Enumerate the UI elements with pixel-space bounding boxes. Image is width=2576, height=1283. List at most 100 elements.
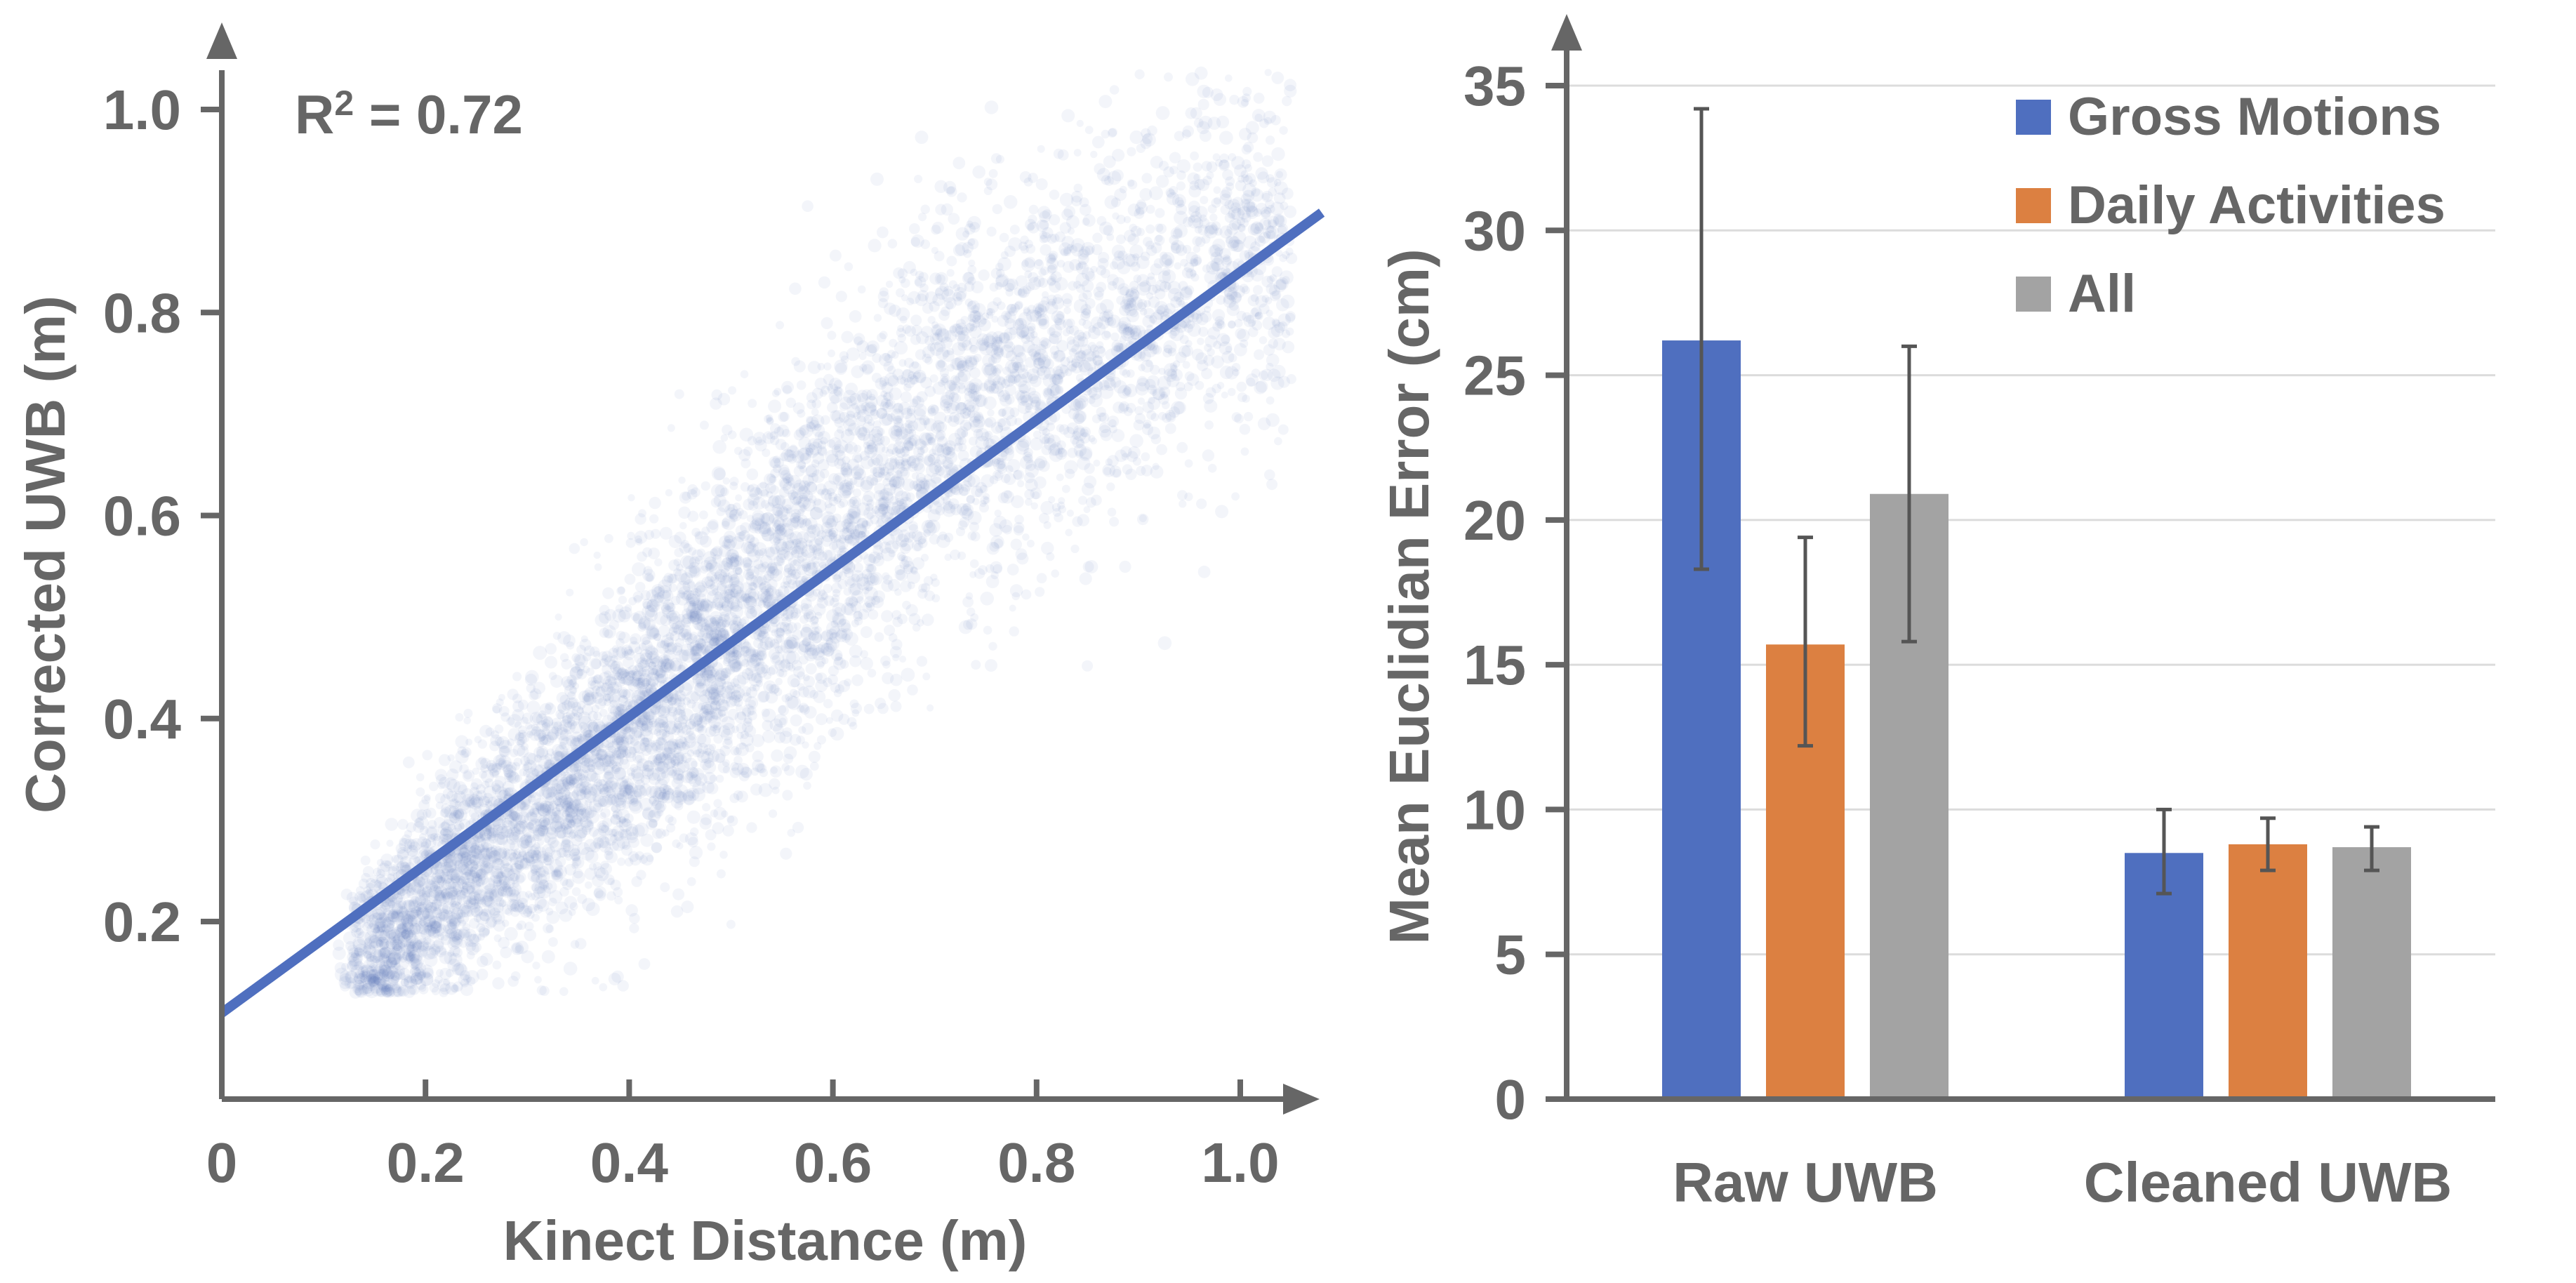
scatter-point xyxy=(811,408,819,416)
scatter-point xyxy=(635,851,644,860)
scatter-point xyxy=(845,480,855,490)
scatter-point xyxy=(366,882,375,891)
scatter-point xyxy=(860,476,875,490)
scatter-point xyxy=(449,812,460,824)
scatter-point xyxy=(1073,351,1087,364)
scatter-point xyxy=(1016,552,1029,565)
scatter-point xyxy=(1192,236,1202,246)
scatter-point xyxy=(1110,261,1118,270)
scatter-point xyxy=(1023,472,1035,484)
scatter-point xyxy=(580,760,590,769)
scatter-point xyxy=(802,722,814,735)
scatter-point xyxy=(847,404,861,418)
scatter-point xyxy=(806,464,820,478)
scatter-point xyxy=(1195,237,1206,247)
scatter-point xyxy=(916,480,930,494)
scatter-point xyxy=(1255,167,1268,180)
scatter-point xyxy=(1233,285,1245,298)
scatter-point xyxy=(1038,268,1047,277)
scatter-point xyxy=(1174,211,1188,225)
scatter-point xyxy=(828,350,835,357)
scatter-point xyxy=(732,645,743,655)
scatter-point xyxy=(774,427,785,437)
scatter-point xyxy=(644,572,653,582)
scatter-point xyxy=(1119,560,1131,573)
scatter-point xyxy=(847,578,855,586)
scatter-point xyxy=(553,809,564,820)
scatter-point xyxy=(646,624,659,637)
scatter-point xyxy=(703,551,717,564)
scatter-point xyxy=(780,847,792,860)
scatter-point xyxy=(957,382,965,390)
scatter-point xyxy=(970,613,979,622)
scatter-point xyxy=(870,514,879,525)
scatter-point xyxy=(1040,338,1051,349)
scatter-point xyxy=(746,514,755,522)
scatter-point xyxy=(1084,126,1094,135)
scatter-point xyxy=(642,668,651,677)
scatter-point xyxy=(1190,211,1202,223)
scatter-point xyxy=(498,759,506,768)
scatter-point xyxy=(854,454,863,463)
scatter-point xyxy=(1226,290,1238,301)
scatter-point xyxy=(442,788,454,799)
scatter-point xyxy=(1061,293,1073,305)
scatter-point xyxy=(1023,308,1031,317)
scatter-point xyxy=(638,509,646,518)
scatter-point xyxy=(585,809,600,824)
scatter-point xyxy=(492,824,504,836)
scatter-point xyxy=(681,724,692,735)
scatter-point xyxy=(578,769,589,780)
scatter-point xyxy=(1143,422,1151,430)
scatter-point xyxy=(1026,223,1035,232)
scatter-point xyxy=(544,703,557,715)
scatter-point xyxy=(1008,307,1018,317)
scatter-point xyxy=(555,803,564,812)
scatter-point xyxy=(746,468,759,481)
scatter-point xyxy=(595,685,608,698)
scatter-point xyxy=(696,599,710,612)
scatter-point xyxy=(1038,460,1050,472)
scatter-point xyxy=(1154,234,1165,246)
scatter-point xyxy=(684,757,698,771)
scatter-point xyxy=(463,858,472,867)
scatter-point xyxy=(866,439,876,450)
scatter-point xyxy=(1040,366,1047,373)
scatter-point xyxy=(1136,378,1150,392)
scatter-point xyxy=(773,556,784,566)
scatter-point xyxy=(678,682,693,696)
scatter-point xyxy=(1129,434,1143,448)
scatter-point xyxy=(426,918,437,929)
scatter-point xyxy=(860,650,868,658)
scatter-point xyxy=(491,819,500,827)
scatter-point xyxy=(483,895,495,907)
scatter-point xyxy=(1183,323,1194,333)
scatter-point xyxy=(888,689,901,702)
scatter-point xyxy=(1146,292,1154,300)
scatter-point xyxy=(837,618,851,632)
scatter-point xyxy=(1069,245,1077,253)
scatter-point xyxy=(764,570,775,581)
scatter-point xyxy=(682,608,693,619)
scatter-point xyxy=(889,304,901,317)
scatter-point xyxy=(898,529,911,543)
scatter-point xyxy=(581,757,591,767)
scatter-point xyxy=(1182,125,1195,138)
scatter-point xyxy=(1242,93,1251,102)
scatter-point xyxy=(1077,514,1089,526)
scatter-point xyxy=(715,574,726,585)
scatter-point xyxy=(401,929,413,940)
scatter-point xyxy=(1191,348,1204,361)
scatter-point xyxy=(696,593,707,604)
scatter-point xyxy=(406,933,419,946)
scatter-point xyxy=(656,736,665,746)
scatter-point xyxy=(680,540,690,549)
scatter-point xyxy=(1098,252,1110,264)
scatter-point xyxy=(699,817,712,830)
scatter-point xyxy=(1137,375,1148,387)
scatter-point xyxy=(616,745,629,757)
scatter-point xyxy=(713,467,726,481)
scatter-point xyxy=(863,433,877,446)
scatter-point xyxy=(782,790,793,801)
scatter-point xyxy=(708,685,717,694)
